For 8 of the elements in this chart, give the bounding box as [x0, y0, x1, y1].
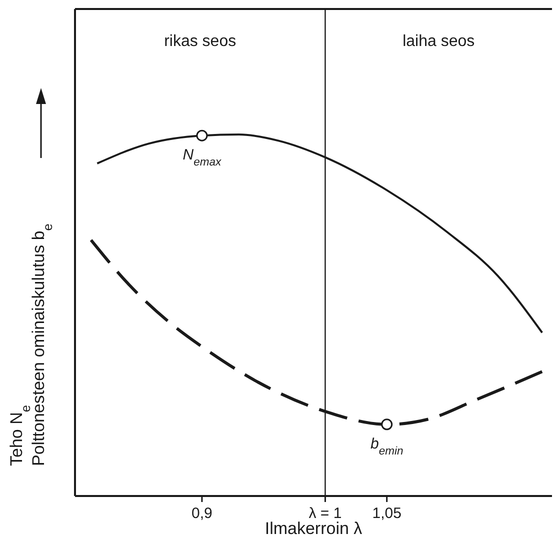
- text: laiha seos: [402, 33, 475, 50]
- x-tick-label: 1,05: [372, 505, 402, 522]
- annotation: b$_{emin}$: [370, 435, 404, 458]
- x-axis-title: Ilmakerroin λ: [264, 519, 363, 538]
- x-tick-label: λ = 1: [308, 505, 342, 522]
- x-tick-label: 0,9: [192, 505, 212, 522]
- text: rikas seos: [164, 33, 236, 50]
- annotation: N$_{emax}$: [182, 146, 222, 169]
